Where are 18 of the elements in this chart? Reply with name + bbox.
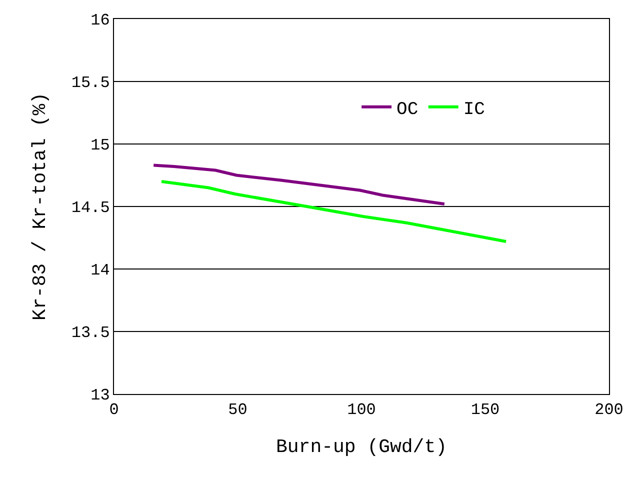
y-tick-label: 15.5: [71, 74, 110, 92]
x-tick-label: 50: [228, 401, 248, 420]
x-tick-label: 200: [594, 401, 624, 420]
line-series: [160, 180, 508, 243]
legend-label: OC: [396, 100, 418, 120]
x-tick-label: 0: [109, 401, 119, 420]
x-axis-title: Burn-up (Gwd/t): [276, 436, 448, 458]
x-tick-label: 100: [347, 401, 376, 420]
y-tick-label: 16: [90, 12, 110, 30]
y-tick-label: 14.5: [71, 199, 110, 218]
y-tick-label: 13: [90, 386, 110, 405]
y-tick-label: 14: [90, 262, 110, 280]
line-series: [152, 164, 446, 206]
y-tick-label: 13.5: [71, 324, 110, 342]
y-axis-title: Kr-83 / Kr-total (%): [29, 92, 52, 321]
x-tick-label: 150: [470, 401, 500, 420]
y-tick-label: 15: [90, 136, 110, 155]
legend-label: IC: [463, 100, 486, 120]
